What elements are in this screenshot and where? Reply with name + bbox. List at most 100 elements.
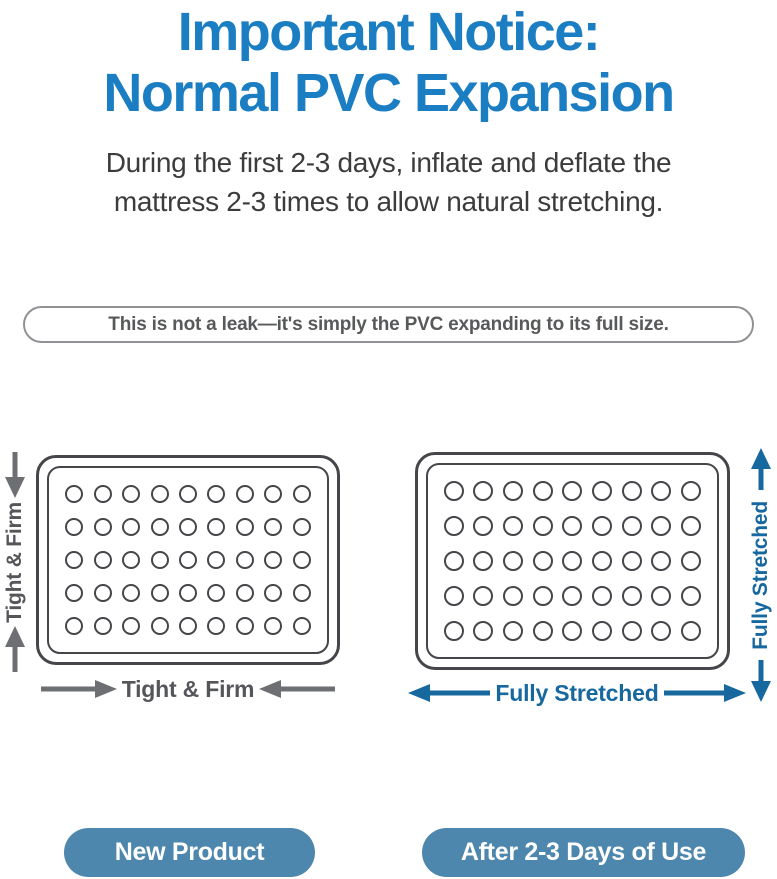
mattress-dot [473, 620, 494, 641]
subtitle-line2: mattress 2-3 times to allow natural stre… [113, 186, 664, 217]
mattress-dot [235, 484, 254, 503]
mattress-dot [178, 484, 197, 503]
mattress-after-use [415, 452, 730, 670]
mattress-dot [65, 517, 84, 536]
mattress-dot [562, 620, 583, 641]
page-title-line2: Normal PVC Expansion [103, 63, 675, 123]
mattress-dot [150, 617, 169, 636]
mattress-dot [473, 550, 494, 571]
mattress-dot [651, 516, 672, 537]
mattress-dot [235, 550, 254, 569]
tight-firm-horizontal-label: Tight & Firm [121, 675, 255, 702]
fully-stretched-horizontal-label: Fully Stretched [495, 679, 659, 706]
right-vertical-label: Fully Stretched [747, 448, 775, 702]
mattress-dot [621, 550, 642, 571]
mattress-dot [292, 517, 311, 536]
mattress-dot [473, 585, 494, 606]
mattress-dot [207, 517, 226, 536]
mattress-dot [93, 517, 112, 536]
mattress-dot [122, 584, 141, 603]
dot-grid [428, 465, 717, 657]
mattress-dot [651, 585, 672, 606]
mattress-dot [292, 617, 311, 636]
mattress-dot [264, 617, 283, 636]
mattress-dot [503, 585, 524, 606]
mattress-dot [562, 481, 583, 502]
mattress-dot [592, 620, 613, 641]
mattress-dot [562, 550, 583, 571]
mattress-dot [621, 516, 642, 537]
mattress-dot [207, 584, 226, 603]
mattress-dot [264, 584, 283, 603]
mattress-dot [443, 550, 464, 571]
right-horizontal-label: Fully Stretched [404, 678, 750, 708]
mattress-dot [93, 484, 112, 503]
mattress-dot [503, 620, 524, 641]
mattress-dot [178, 517, 197, 536]
mattress-inner-border [47, 466, 329, 654]
left-horizontal-label: Tight & Firm [36, 674, 340, 704]
after-use-badge: After 2-3 Days of Use [422, 828, 745, 877]
arrow-left-icon [408, 684, 491, 702]
mattress-dot [443, 481, 464, 502]
mattress-dot [532, 481, 553, 502]
mattress-dot [178, 584, 197, 603]
mattress-dot [503, 550, 524, 571]
mattress-dot [503, 481, 524, 502]
mattress-new-product [36, 455, 340, 665]
notice-text: This is not a leak—it's simply the PVC e… [108, 313, 669, 335]
mattress-dot [681, 481, 702, 502]
notice-banner: This is not a leak—it's simply the PVC e… [23, 306, 754, 343]
mattress-dot [264, 484, 283, 503]
mattress-dot [681, 585, 702, 606]
subtitle: During the first 2-3 days, inflate and d… [0, 143, 777, 221]
mattress-dot [292, 584, 311, 603]
mattress-inner-border [426, 463, 719, 659]
mattress-dot [592, 516, 613, 537]
mattress-dot [621, 620, 642, 641]
arrow-left-icon [259, 680, 336, 698]
new-product-badge: New Product [64, 828, 315, 877]
tight-firm-vertical-label: Tight & Firm [2, 501, 26, 623]
mattress-dot [592, 550, 613, 571]
arrow-down-icon [4, 452, 25, 498]
new-product-badge-label: New Product [114, 838, 265, 866]
mattress-dot [150, 550, 169, 569]
mattress-dot [65, 550, 84, 569]
arrow-right-icon [40, 680, 117, 698]
mattress-dot [235, 517, 254, 536]
mattress-dot [651, 620, 672, 641]
mattress-dot [473, 516, 494, 537]
mattress-dot [93, 617, 112, 636]
mattress-dot [122, 484, 141, 503]
mattress-dot [150, 517, 169, 536]
mattress-dot [207, 484, 226, 503]
dot-grid [49, 468, 327, 652]
mattress-dot [473, 481, 494, 502]
mattress-dot [592, 481, 613, 502]
page-title: Important Notice: Normal PVC Expansion [0, 2, 777, 124]
mattress-dot [235, 584, 254, 603]
mattress-dot [681, 550, 702, 571]
mattress-dot [503, 516, 524, 537]
mattress-dot [93, 550, 112, 569]
mattress-dot [532, 585, 553, 606]
page-title-line1: Important Notice: [177, 2, 601, 62]
mattress-dot [65, 484, 84, 503]
mattress-dot [150, 584, 169, 603]
subtitle-line1: During the first 2-3 days, inflate and d… [105, 147, 672, 178]
mattress-dot [562, 516, 583, 537]
mattress-dot [264, 517, 283, 536]
arrow-up-icon [751, 448, 771, 490]
mattress-dot [443, 620, 464, 641]
mattress-dot [532, 550, 553, 571]
arrow-up-icon [4, 626, 25, 672]
mattress-dot [621, 481, 642, 502]
mattress-dot [122, 517, 141, 536]
mattress-dot [621, 585, 642, 606]
mattress-dot [443, 516, 464, 537]
mattress-dot [443, 585, 464, 606]
mattress-dot [235, 617, 254, 636]
arrow-right-icon [663, 684, 746, 702]
